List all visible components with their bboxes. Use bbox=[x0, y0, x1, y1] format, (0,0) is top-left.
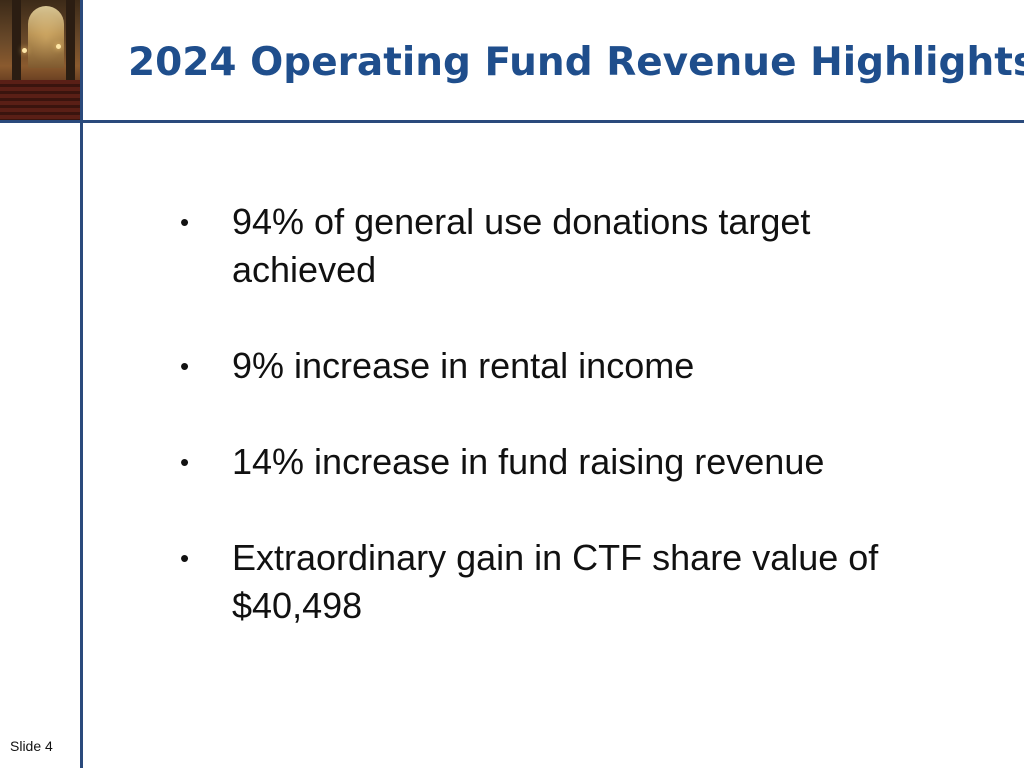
pews bbox=[0, 80, 80, 120]
horizontal-rule bbox=[0, 120, 1024, 123]
bullet-marker: • bbox=[180, 207, 190, 237]
bullet-text: 94% of general use donations target achi… bbox=[232, 201, 811, 290]
vertical-rule bbox=[80, 0, 83, 768]
lamp bbox=[22, 48, 27, 53]
slide-number: Slide 4 bbox=[10, 738, 53, 754]
bullet-marker: • bbox=[180, 447, 190, 477]
lamp bbox=[56, 44, 61, 49]
church-interior-photo bbox=[0, 0, 80, 120]
arch-window bbox=[28, 6, 64, 68]
bullet-text: 9% increase in rental income bbox=[232, 345, 695, 386]
bullet-text: 14% increase in fund raising revenue bbox=[232, 441, 825, 482]
slide-title: 2024 Operating Fund Revenue Highlights bbox=[128, 40, 1024, 85]
column bbox=[66, 0, 75, 120]
bullet-text: Extraordinary gain in CTF share value of… bbox=[232, 537, 879, 626]
bullet-marker: • bbox=[180, 543, 190, 573]
column bbox=[12, 0, 21, 120]
bullet-marker: • bbox=[180, 351, 190, 381]
